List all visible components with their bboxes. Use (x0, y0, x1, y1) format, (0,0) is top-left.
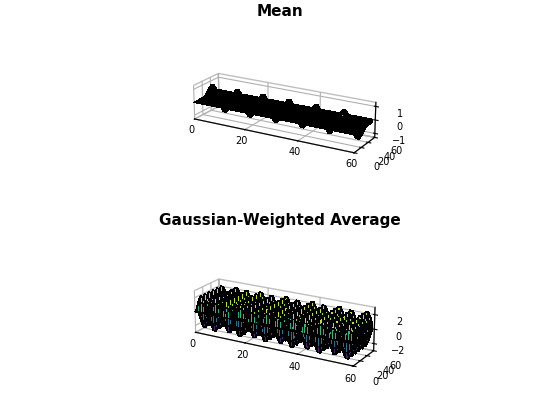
Title: Gaussian-Weighted Average: Gaussian-Weighted Average (159, 213, 401, 228)
Title: Mean: Mean (256, 4, 304, 19)
